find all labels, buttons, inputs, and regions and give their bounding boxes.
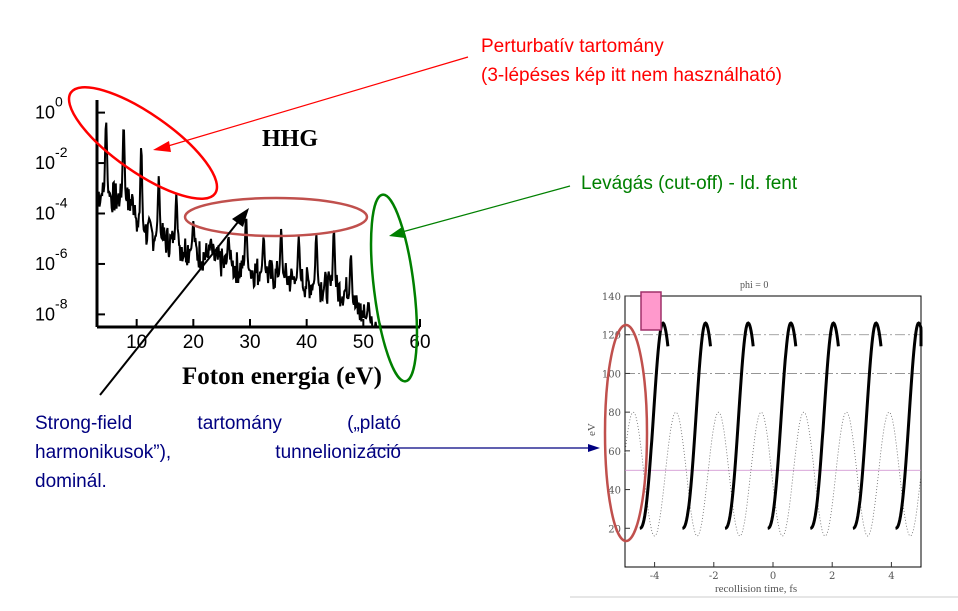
energy-x-tick-label: 4 (888, 571, 894, 582)
field-dotted-curve (624, 411, 922, 537)
recollision-energy-branch (639, 321, 670, 530)
energy-x-axis-label: recollision time, fs (715, 583, 797, 595)
recollision-energy-branch (895, 321, 923, 530)
spectrum-title: HHG (262, 126, 318, 152)
energy-y-axis-label: eV (586, 423, 598, 436)
energy-y-tick-label: 20 (608, 524, 621, 535)
strongfield-arrowhead (232, 208, 249, 227)
perturbative-label-line2: (3-lépéses kép itt nem használható) (481, 65, 782, 86)
energy-solid-curves (639, 321, 923, 530)
plateau-region-ellipse (183, 196, 369, 238)
energy-y-tick-label: 80 (608, 408, 621, 419)
spectrum-ticks (97, 111, 421, 327)
cutoff-arrowhead (389, 227, 405, 238)
spectrum-y-tick-label: 10-8 (35, 295, 68, 324)
energy-y-tick-label: 40 (608, 486, 621, 497)
spectrum-x-tick-label: 40 (296, 332, 317, 353)
energy-y-tick-label: 120 (602, 331, 621, 342)
spectrum-x-tick-label: 20 (183, 332, 204, 353)
strongfield-to-energy-arrowhead (588, 444, 600, 452)
spectrum-x-axis-label: Foton energia (eV) (182, 363, 382, 390)
energy-ticks: -4 -2 0 2 4 140 120 100 80 60 40 20 (602, 292, 895, 582)
recollision-energy-branch (724, 321, 755, 530)
recollision-energy-branch (852, 321, 883, 530)
spectrum-y-tick-label: 10-6 (35, 245, 68, 274)
recollision-energy-branch (767, 321, 798, 530)
strongfield-arrow (99, 221, 239, 396)
energy-plot-frame (624, 295, 922, 568)
recollision-energy-branch (810, 321, 840, 530)
spectrum-y-tick-label: 100 (35, 94, 63, 123)
energy-x-tick-label: -2 (709, 571, 719, 582)
perturbative-label-line1: Perturbatív tartomány (481, 36, 664, 57)
spectrum-x-tick-label: 30 (239, 332, 260, 353)
strongfield-label-line2: harmonikusok”), tunnelionizáció (35, 442, 401, 463)
energy-y-tick-label: 140 (602, 292, 621, 303)
spectrum-x-tick-label: 60 (409, 332, 430, 353)
strongfield-label-line3: dominál. (35, 471, 107, 492)
energy-dotted-curves (624, 334, 922, 537)
energy-chart-title: phi = 0 (740, 280, 768, 291)
spectrum-y-tick-label: 10-4 (35, 195, 68, 224)
spectrum-line (97, 122, 384, 328)
perturbative-region-ellipse (67, 85, 219, 201)
spectrum-x-tick-labels: 10 20 30 40 50 60 (126, 332, 430, 353)
low-energy-region-ellipse (603, 323, 649, 543)
cutoff-region-ellipse (369, 193, 419, 383)
recollision-energy-branch (682, 321, 712, 530)
spectrum-x-tick-label: 50 (353, 332, 374, 353)
energy-y-tick-label: 60 (608, 447, 621, 458)
energy-x-tick-label: -4 (650, 571, 660, 582)
energy-x-tick-label: 2 (829, 571, 835, 582)
strongfield-label-line1: Strong-field tartomány („plató (35, 413, 401, 434)
spectrum-x-tick-label: 10 (126, 332, 147, 353)
energy-x-tick-label: 0 (770, 571, 776, 582)
spectrum-y-tick-label: 10-2 (35, 144, 68, 173)
pink-marker (640, 291, 662, 331)
spectrum-y-tick-labels: 100 10-2 10-4 10-6 10-8 (35, 94, 68, 325)
energy-y-tick-label: 100 (602, 369, 621, 380)
perturbative-arrow (167, 56, 469, 147)
perturbative-arrowhead (153, 141, 171, 152)
cutoff-arrow (401, 185, 571, 233)
cutoff-label: Levágás (cut-off) - ld. fent (581, 173, 798, 194)
